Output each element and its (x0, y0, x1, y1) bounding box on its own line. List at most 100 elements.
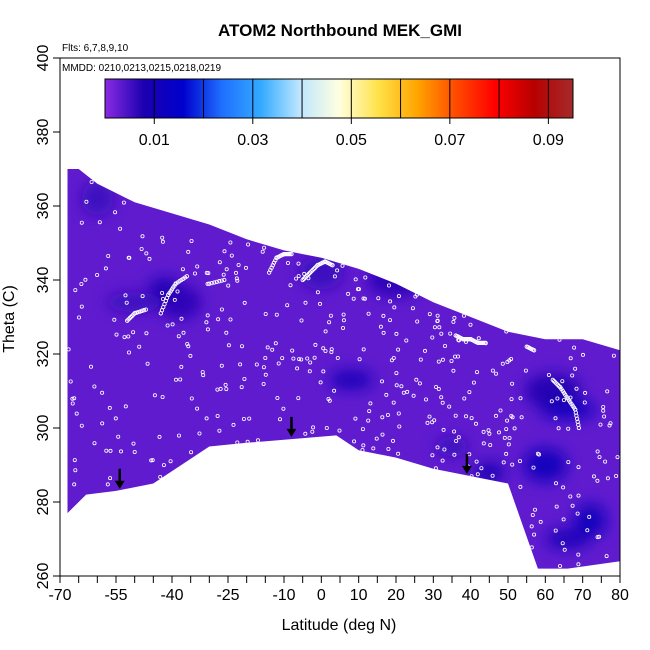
sample-point (434, 384, 439, 389)
sample-point (467, 390, 472, 395)
sample-point (170, 322, 175, 327)
track-point (143, 307, 149, 312)
sample-point (388, 299, 393, 304)
sample-point (595, 449, 600, 454)
arrow-head (286, 428, 297, 437)
sample-point (574, 386, 579, 391)
sample-point (122, 335, 127, 340)
sample-point (327, 398, 332, 403)
y-tick-label: 380 (35, 119, 52, 146)
sample-point (205, 313, 210, 318)
x-tick-label: 60 (536, 587, 554, 604)
sample-point (576, 552, 581, 557)
sample-point (226, 343, 231, 348)
sample-point (335, 268, 340, 273)
sample-point (435, 318, 440, 323)
sample-point (204, 416, 209, 421)
field-feature (436, 436, 468, 457)
sample-point (310, 429, 315, 434)
sample-point (229, 253, 234, 258)
sample-point (105, 482, 110, 487)
sample-point (572, 345, 577, 350)
sample-point (299, 318, 304, 323)
sample-point (323, 348, 328, 353)
sample-point (376, 296, 381, 301)
track-point (401, 274, 406, 279)
sample-point (523, 368, 528, 373)
sample-point (487, 431, 492, 436)
sample-point (224, 330, 229, 335)
sample-point (451, 368, 456, 373)
sample-point (366, 418, 371, 423)
sample-point (299, 357, 304, 362)
sample-point (341, 318, 346, 323)
sample-point (361, 347, 366, 352)
sample-point (72, 458, 77, 463)
sample-point (147, 256, 152, 261)
sample-point (587, 514, 592, 519)
sample-point (116, 434, 121, 439)
sample-point (561, 485, 566, 490)
sample-point (176, 334, 181, 339)
track-point (289, 251, 294, 257)
track-point (483, 340, 488, 346)
sample-point (367, 409, 372, 414)
sample-point (242, 300, 247, 305)
sample-point (476, 336, 481, 341)
sample-point (417, 381, 422, 386)
x-tick-label: 30 (424, 587, 442, 604)
field-feature (574, 503, 607, 538)
sample-point (506, 442, 511, 447)
sample-point (601, 408, 606, 413)
sample-point (451, 319, 456, 324)
sample-point (124, 300, 129, 305)
sample-point (238, 362, 243, 367)
sample-point (410, 306, 415, 311)
sample-point (239, 385, 244, 390)
sample-point (553, 528, 558, 533)
sample-point (576, 465, 581, 470)
sample-point (471, 380, 476, 385)
field-features (81, 181, 607, 549)
sample-point (106, 253, 111, 258)
sample-point (392, 305, 397, 310)
sample-point (597, 455, 602, 460)
sample-point (363, 275, 368, 280)
sample-point (113, 416, 118, 421)
sample-point (475, 472, 480, 477)
sample-point (217, 428, 222, 433)
sample-point (243, 265, 248, 270)
sample-point (386, 283, 391, 288)
sample-point (555, 396, 560, 401)
track-point (134, 310, 139, 315)
sample-point (394, 383, 399, 388)
sample-point (452, 429, 457, 434)
sample-point (396, 347, 401, 352)
sample-point (123, 293, 128, 298)
sample-point (456, 435, 461, 440)
sample-point (573, 366, 578, 371)
sample-point (195, 406, 200, 411)
sample-point (274, 312, 279, 317)
sample-point (440, 458, 445, 463)
sample-point (275, 395, 280, 400)
sample-point (77, 315, 82, 320)
sample-point (371, 446, 376, 451)
sample-point (113, 210, 118, 215)
sample-point (411, 393, 416, 398)
sample-point (261, 365, 266, 370)
sample-point (430, 453, 435, 458)
sample-point (222, 249, 227, 254)
sample-point (435, 313, 440, 318)
sample-point (144, 251, 149, 256)
sample-point (173, 377, 178, 382)
sample-point (215, 413, 220, 418)
sample-point (391, 355, 396, 360)
sample-point (236, 262, 241, 267)
sample-point (100, 421, 105, 426)
sample-point (453, 413, 458, 418)
sample-point (204, 320, 209, 325)
sample-point (441, 427, 446, 432)
sample-point (598, 422, 603, 427)
